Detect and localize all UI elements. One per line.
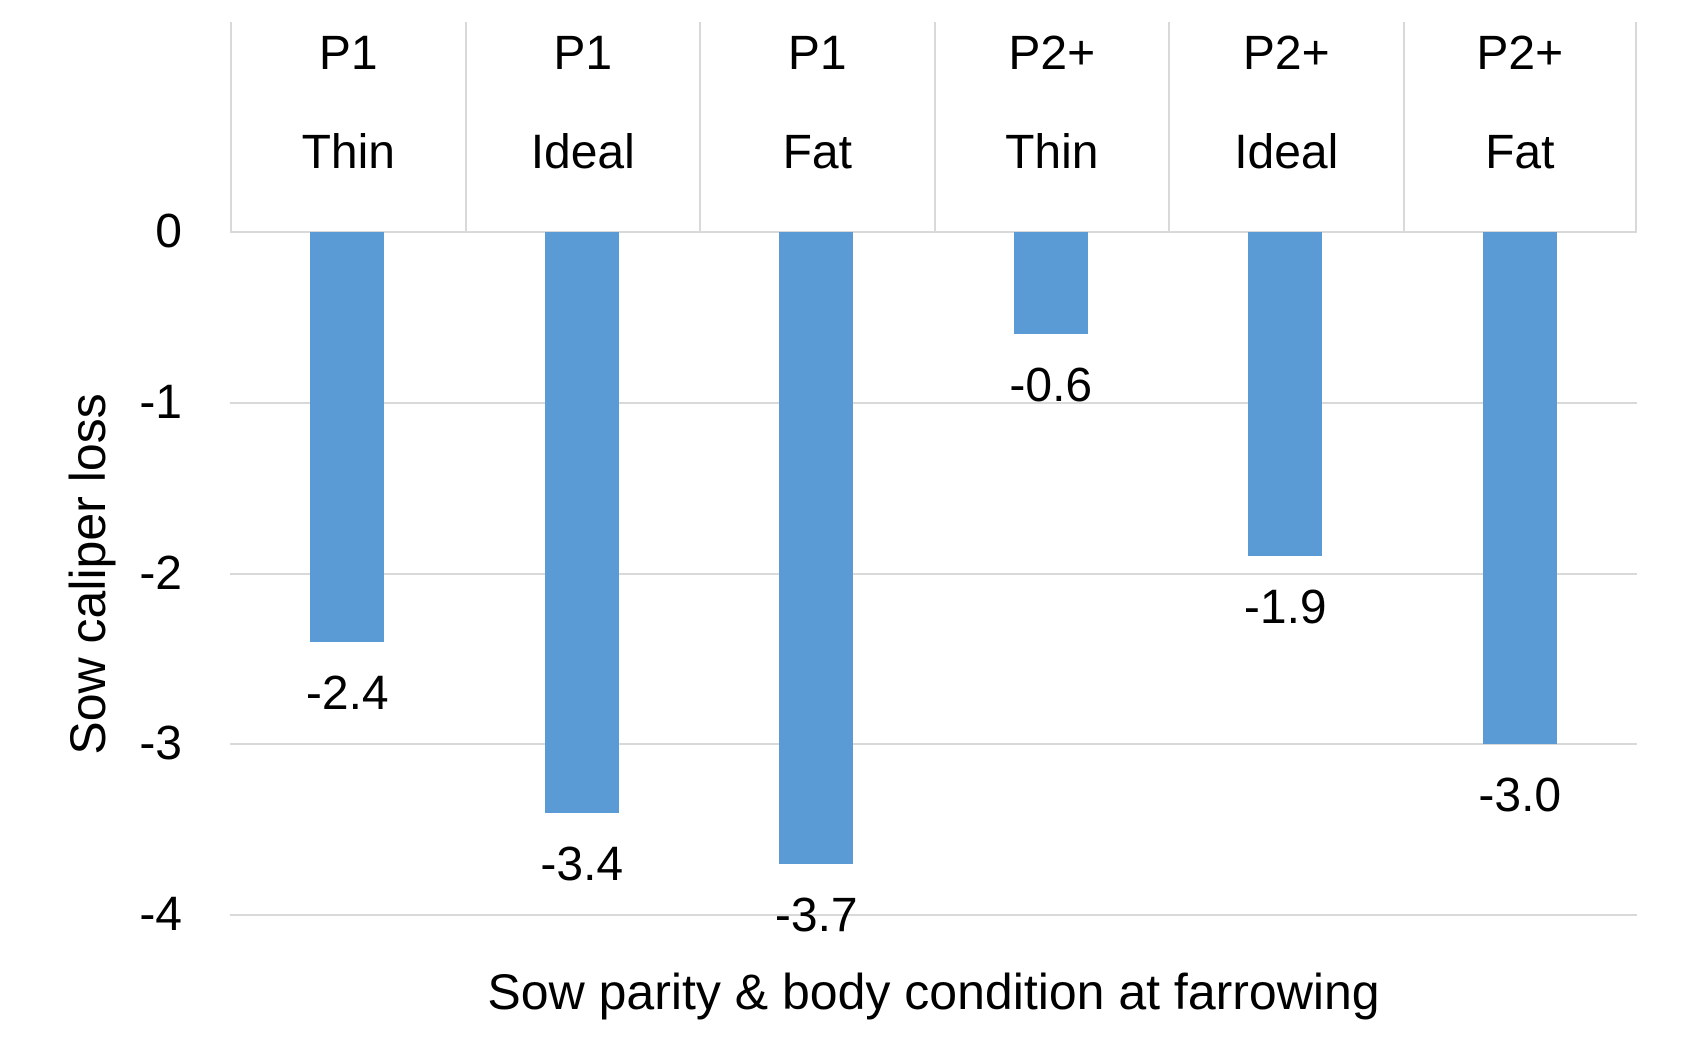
category-header-row: P1 Thin P1 Ideal P1 Fat P2+ Thin P2+ Ideal P2+ Fat bbox=[230, 22, 1637, 232]
category-parity-label: P1 bbox=[553, 27, 613, 80]
category-parity-label: P1 bbox=[318, 27, 378, 80]
category-condition-label: Ideal bbox=[1234, 125, 1339, 179]
category-header-cell: P1 Fat bbox=[699, 22, 934, 232]
y-axis-tick-label: -1 bbox=[139, 375, 182, 429]
category-parity-label: P2+ bbox=[1476, 27, 1564, 80]
category-header-cell: P2+ Fat bbox=[1402, 22, 1637, 232]
category-condition-label: Ideal bbox=[530, 125, 635, 179]
data-label: -3.7 bbox=[774, 888, 858, 942]
category-parity-label: P2+ bbox=[1242, 27, 1330, 80]
category-condition-label: Fat bbox=[782, 125, 852, 179]
y-axis-tick-label: -2 bbox=[139, 546, 182, 600]
category-parity-label: P1 bbox=[787, 27, 847, 80]
y-axis-tick-label: 0 bbox=[155, 205, 182, 258]
gridline bbox=[230, 914, 1637, 916]
category-header-cell: P2+ Thin bbox=[933, 22, 1169, 232]
y-axis-tick-label: -4 bbox=[139, 888, 182, 941]
data-label: -0.6 bbox=[1009, 359, 1093, 413]
gridline bbox=[230, 743, 1637, 746]
category-parity-label: P2+ bbox=[1008, 27, 1096, 80]
category-condition-label: Thin bbox=[301, 125, 395, 179]
data-label: -3.4 bbox=[540, 837, 624, 891]
category-condition-label: Fat bbox=[1485, 125, 1555, 179]
bar bbox=[544, 232, 619, 813]
data-label: -3.0 bbox=[1478, 769, 1562, 823]
bar bbox=[779, 232, 854, 864]
gridline bbox=[230, 231, 1637, 233]
category-condition-label: Thin bbox=[1005, 125, 1099, 179]
bar bbox=[1482, 232, 1557, 745]
category-header-cell: P1 Thin bbox=[230, 22, 465, 232]
y-axis-title: Sow caliper loss bbox=[60, 393, 116, 755]
gridline bbox=[230, 401, 1637, 404]
category-header-cell: P1 Ideal bbox=[464, 22, 700, 232]
gridline bbox=[230, 572, 1637, 575]
data-label: -1.9 bbox=[1243, 581, 1327, 635]
category-header-cell: P2+ Ideal bbox=[1168, 22, 1403, 232]
x-axis-title: Sow parity & body condition at farrowing bbox=[487, 964, 1380, 1020]
bar bbox=[310, 232, 385, 642]
data-label: -2.4 bbox=[305, 666, 389, 720]
y-axis-tick-label: -3 bbox=[139, 717, 182, 771]
bar bbox=[1248, 232, 1323, 557]
bar bbox=[1013, 232, 1088, 335]
